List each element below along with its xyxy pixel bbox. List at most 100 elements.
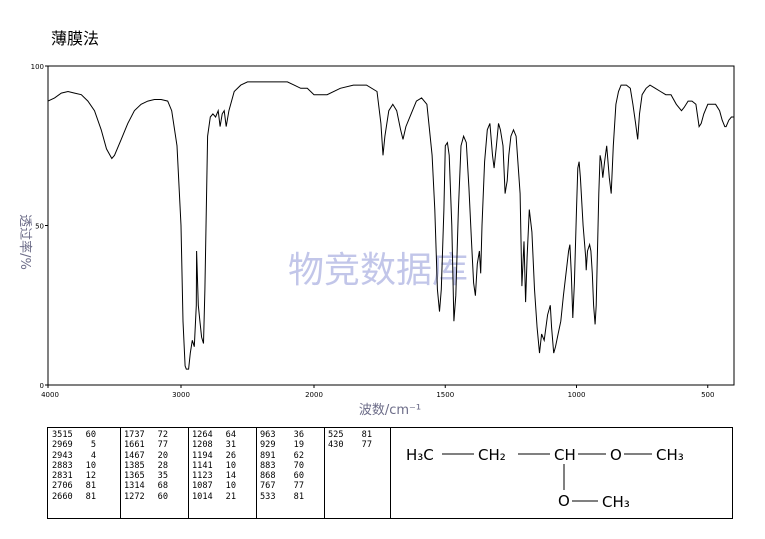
y-tick-label: 50: [35, 223, 44, 231]
peak-wavenumber: 1194: [192, 450, 213, 461]
peak-wavenumber: 1087: [192, 481, 213, 492]
peak-row: 2660 81: [52, 492, 96, 502]
peak-transmittance: 26: [225, 450, 236, 461]
peak-row: 430 77: [328, 440, 372, 450]
formula-ch3-bottom: CH₃: [602, 493, 630, 511]
peak-row: 1661 77: [124, 440, 168, 450]
peak-row: 1467 20: [124, 451, 168, 461]
formula-ch3-right: CH₃: [656, 446, 684, 464]
peak-transmittance: 60: [157, 491, 168, 502]
peak-transmittance: 10: [85, 460, 96, 471]
peak-row: 2883 10: [52, 461, 96, 471]
peak-wavenumber: 2883: [52, 460, 73, 471]
peak-transmittance: 28: [157, 460, 168, 471]
peak-wavenumber: 2831: [52, 471, 73, 482]
peak-transmittance: 60: [293, 471, 304, 482]
peak-row: 963 36: [260, 430, 304, 440]
peak-wavenumber: 1014: [192, 491, 213, 502]
peak-wavenumber: 430: [328, 440, 344, 451]
x-axis-label: 波数/cm⁻¹: [359, 403, 421, 418]
peaks-column: 1264 64 1208 31 1194 26 1141 10 1123 14 1087 10 1014…: [192, 430, 236, 502]
chart-title: 薄膜法: [51, 29, 100, 48]
peak-transmittance: 68: [157, 481, 168, 492]
x-axis: 4000 3000 2000 1500 1000 500: [41, 385, 714, 399]
peak-row: 929 19: [260, 440, 304, 450]
peak-transmittance: 72: [157, 430, 168, 440]
peak-transmittance: 60: [85, 430, 96, 440]
peak-row: 1385 28: [124, 461, 168, 471]
peak-wavenumber: 1661: [124, 440, 145, 451]
peak-wavenumber: 2706: [52, 481, 73, 492]
peak-wavenumber: 533: [260, 491, 276, 502]
peak-wavenumber: 1272: [124, 491, 145, 502]
peak-row: 1141 10: [192, 461, 236, 471]
peak-wavenumber: 1737: [124, 430, 145, 440]
peak-transmittance: 19: [293, 440, 304, 451]
peak-row: 1272 60: [124, 492, 168, 502]
peak-transmittance: 77: [157, 440, 168, 451]
peaks-column: 525 81 430 77: [328, 430, 372, 451]
peak-transmittance: 10: [225, 481, 236, 492]
peak-transmittance: 70: [293, 460, 304, 471]
x-tick-label: 4000: [41, 391, 59, 399]
peak-row: 525 81: [328, 430, 372, 440]
peak-row: 1365 35: [124, 471, 168, 481]
x-tick-label: 2000: [305, 391, 323, 399]
peak-row: 1194 26: [192, 451, 236, 461]
peak-transmittance: 35: [157, 471, 168, 482]
peak-transmittance: 5: [90, 440, 96, 451]
peak-row: 1737 72: [124, 430, 168, 440]
structural-formula: H₃C CH₂ CH O CH₃ O CH₃: [406, 446, 684, 511]
spectrum-line: [47, 81, 734, 370]
x-tick-label: 1500: [436, 391, 454, 399]
peak-transmittance: 14: [225, 471, 236, 482]
peak-wavenumber: 525: [328, 430, 344, 440]
peak-transmittance: 20: [157, 450, 168, 461]
peak-row: 1208 31: [192, 440, 236, 450]
peak-wavenumber: 891: [260, 450, 276, 461]
peak-wavenumber: 1264: [192, 430, 213, 440]
formula-o-bottom: O: [558, 492, 570, 510]
peak-wavenumber: 1385: [124, 460, 145, 471]
peak-row: 1314 68: [124, 481, 168, 491]
x-tick-label: 3000: [172, 391, 190, 399]
formula-ch3-left: H₃C: [406, 446, 434, 464]
peak-wavenumber: 963: [260, 430, 276, 440]
peak-transmittance: 81: [85, 481, 96, 492]
peak-wavenumber: 929: [260, 440, 276, 451]
plot-frame: [47, 65, 735, 386]
formula-o-right: O: [610, 446, 622, 464]
y-axis-label: 透过率/%: [17, 214, 33, 270]
peak-wavenumber: 1208: [192, 440, 213, 451]
peak-row: 1123 14: [192, 471, 236, 481]
peak-row: 868 60: [260, 471, 304, 481]
peak-transmittance: 4: [90, 450, 96, 461]
peak-transmittance: 21: [225, 491, 236, 502]
peak-row: 1264 64: [192, 430, 236, 440]
peak-transmittance: 81: [293, 491, 304, 502]
peak-transmittance: 81: [85, 491, 96, 502]
peak-transmittance: 77: [361, 440, 372, 451]
peak-row: 883 70: [260, 461, 304, 471]
peak-transmittance: 77: [293, 481, 304, 492]
peak-wavenumber: 883: [260, 460, 276, 471]
y-tick-label: 0: [40, 382, 44, 390]
peak-row: 2831 12: [52, 471, 96, 481]
peak-wavenumber: 767: [260, 481, 276, 492]
x-tick-label: 1000: [568, 391, 586, 399]
peak-wavenumber: 2969: [52, 440, 73, 451]
peak-row: 2969 5: [52, 440, 96, 450]
formula-ch: CH: [554, 446, 576, 464]
peak-wavenumber: 1141: [192, 460, 213, 471]
peak-wavenumber: 2660: [52, 491, 73, 502]
peak-transmittance: 36: [293, 430, 304, 440]
peak-wavenumber: 1365: [124, 471, 145, 482]
peaks-column: 963 36 929 19 891 62 883 70 868 60 767 77 533 81: [260, 430, 304, 502]
peak-transmittance: 81: [361, 430, 372, 440]
peak-wavenumber: 2943: [52, 450, 73, 461]
peaks-column: 3515 60 2969 5 2943 4 2883 10 2831 12 2706 81 2660 81: [52, 430, 96, 502]
peak-row: 2943 4: [52, 451, 96, 461]
peak-row: 1087 10: [192, 481, 236, 491]
peak-row: 891 62: [260, 451, 304, 461]
